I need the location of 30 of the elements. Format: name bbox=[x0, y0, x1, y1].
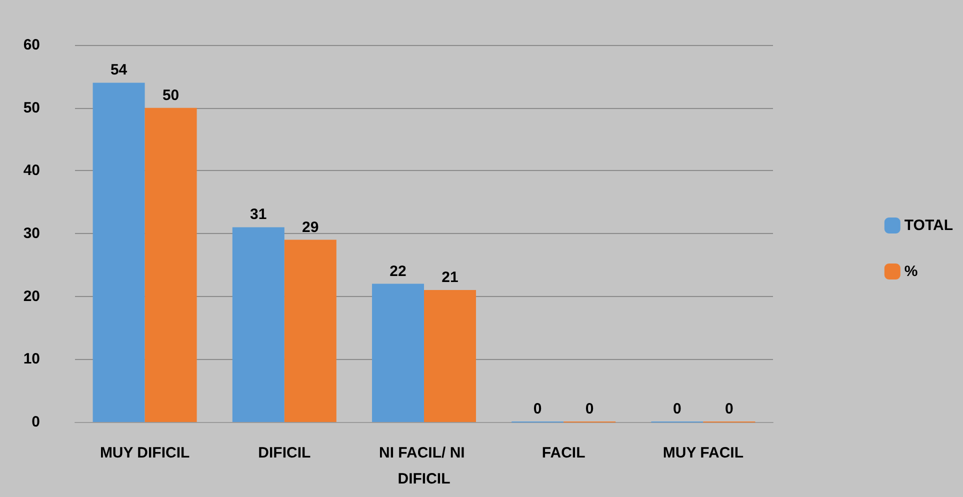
y-tick-label: 30 bbox=[23, 225, 40, 242]
y-tick-label: 20 bbox=[23, 288, 40, 305]
data-label: 21 bbox=[442, 269, 458, 286]
data-label: 50 bbox=[162, 86, 180, 104]
x-tick-label: FACIL bbox=[542, 444, 586, 462]
y-tick-label: 50 bbox=[23, 99, 40, 116]
bar bbox=[424, 290, 476, 422]
y-tick-label: 0 bbox=[32, 414, 40, 430]
x-tick-label: MUY DIFICIL bbox=[100, 444, 190, 462]
y-tick-label: 10 bbox=[23, 350, 40, 368]
legend-label: TOTAL bbox=[904, 217, 954, 234]
data-label: 0 bbox=[673, 400, 682, 418]
x-tick-label: MUY FACIL bbox=[662, 444, 744, 462]
y-tick-label: 60 bbox=[23, 36, 40, 54]
data-label: 0 bbox=[725, 400, 734, 418]
data-label: 22 bbox=[390, 262, 406, 280]
y-tick-label: 40 bbox=[23, 162, 40, 180]
legend-label: % bbox=[904, 263, 918, 280]
x-tick-label: DIFICIL bbox=[258, 444, 311, 462]
bar bbox=[232, 227, 284, 422]
data-label: 0 bbox=[585, 400, 594, 418]
data-label: 0 bbox=[533, 400, 542, 418]
data-label: 31 bbox=[250, 206, 267, 224]
data-label: 54 bbox=[110, 62, 128, 79]
data-label: 29 bbox=[302, 218, 319, 236]
bar bbox=[92, 82, 145, 422]
bar bbox=[284, 240, 336, 422]
bar bbox=[372, 284, 424, 422]
x-tick-label: NI FACIL/ NI DIFICIL bbox=[379, 444, 469, 488]
bar bbox=[144, 108, 197, 422]
